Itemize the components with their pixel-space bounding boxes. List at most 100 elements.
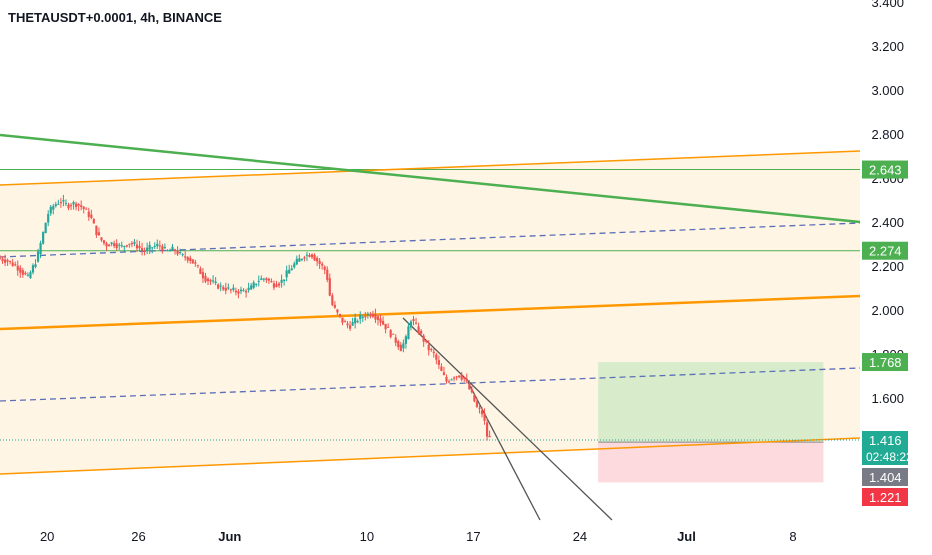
candle [333, 301, 336, 309]
candle-body [219, 285, 222, 287]
candle-body [222, 287, 225, 290]
candle-body [366, 313, 369, 316]
candle-body [420, 330, 423, 334]
dashed-median-upper[interactable] [0, 222, 861, 258]
candle-body [308, 254, 311, 257]
candle [242, 288, 245, 292]
candle-body [470, 389, 473, 393]
candle [331, 293, 334, 307]
candle [346, 321, 349, 329]
wedge-line-upper[interactable] [402, 317, 613, 521]
candle [427, 340, 430, 356]
wedge-line-lower[interactable] [467, 381, 541, 521]
candle-body [359, 315, 362, 320]
candle [0, 255, 2, 260]
stop-zone[interactable] [598, 442, 824, 483]
candle-body [478, 407, 481, 409]
candle [475, 397, 479, 408]
candle [148, 241, 151, 255]
candle-body [234, 290, 238, 293]
candle [460, 371, 463, 382]
candle [468, 380, 471, 390]
channel-mid-line[interactable] [0, 294, 861, 331]
green-trendline[interactable] [0, 133, 861, 224]
candle [52, 203, 55, 215]
drawing-lines-layer[interactable] [0, 133, 861, 521]
candle-body [483, 413, 486, 421]
candle-body [422, 335, 425, 342]
candle-body [194, 262, 197, 264]
stop-price-tag-box [862, 488, 908, 506]
symbol-title[interactable]: THETAUSDT+0.0001, 4h, BINANCE [8, 10, 222, 25]
candle [158, 240, 161, 251]
candle-body [31, 265, 35, 273]
time-axis[interactable]: 20 26 Jun 10 17 24 Jul 8 [40, 529, 797, 544]
candle [303, 255, 306, 262]
price-axis[interactable]: 3.4003.2003.0002.8002.6002.4002.2002.000… [871, 0, 904, 406]
candle-body [34, 264, 37, 267]
candle-body [384, 323, 387, 330]
candle [184, 251, 187, 261]
candle [209, 278, 212, 286]
candle [156, 239, 159, 249]
candle [262, 277, 265, 282]
candle-body [161, 245, 164, 252]
candle [14, 261, 17, 267]
candle [6, 258, 9, 266]
candle-body [229, 289, 232, 291]
candle [348, 320, 352, 332]
candle [371, 310, 375, 319]
candle-body [272, 283, 276, 288]
y-tick-label: 2.000 [871, 303, 904, 318]
candle-body [381, 320, 385, 325]
candle-body [331, 295, 334, 305]
candle-body [6, 260, 9, 262]
candle [478, 403, 481, 414]
candle [9, 260, 12, 265]
candle-body [425, 340, 428, 342]
candle-body [262, 278, 265, 280]
candle-body [293, 263, 296, 268]
y-tick-label: 2.200 [871, 259, 904, 274]
candle [369, 311, 372, 319]
current-price-tag-box [862, 431, 908, 465]
candle [389, 329, 392, 339]
candle-body [107, 244, 111, 247]
candle-body [333, 304, 336, 308]
candle [47, 210, 50, 227]
candle [115, 239, 118, 251]
candle-body [485, 422, 489, 437]
candle-body [102, 240, 106, 244]
candle [381, 316, 385, 326]
candle [394, 334, 397, 347]
candle-body [369, 314, 372, 317]
candle-body [143, 250, 146, 252]
candle [128, 243, 131, 248]
candle [59, 197, 62, 208]
position-box[interactable] [598, 362, 824, 483]
candle [62, 194, 65, 207]
candle-body [201, 272, 205, 279]
candle [280, 274, 283, 288]
candle-body [186, 257, 189, 261]
candle [277, 281, 281, 288]
candle [191, 259, 194, 264]
level-price-tag-1-box [862, 160, 908, 179]
candle-body [9, 261, 12, 263]
channel-bottom-line[interactable] [0, 437, 861, 475]
dashed-median-lower[interactable] [0, 367, 861, 402]
channel-top-line[interactable] [0, 150, 861, 186]
candle [265, 277, 268, 284]
target-zone[interactable] [598, 362, 824, 443]
candle [120, 241, 123, 248]
candle-body [118, 244, 121, 246]
candle-body [156, 243, 159, 247]
candle [173, 248, 177, 255]
candle [402, 339, 405, 353]
level-price-tag-2: 2.274 [862, 241, 908, 260]
candle [361, 314, 364, 323]
candle-body [67, 204, 70, 209]
candle-body [80, 205, 83, 208]
candle [384, 323, 387, 334]
